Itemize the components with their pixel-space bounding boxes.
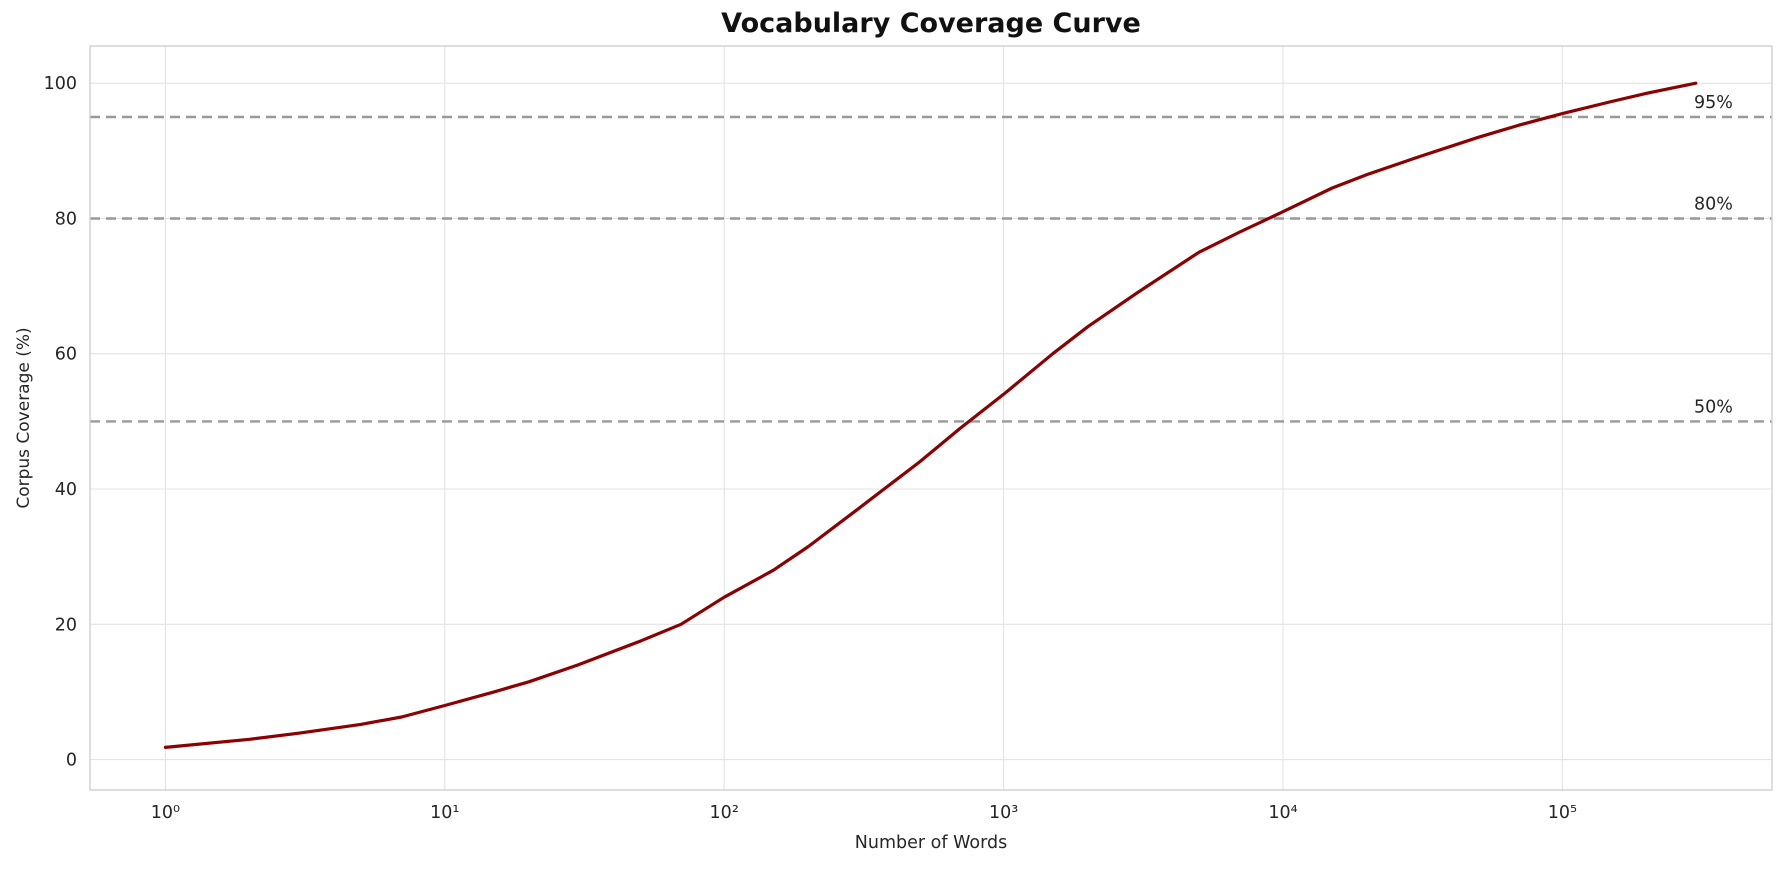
x-tick-label: 10¹ xyxy=(430,803,459,823)
x-axis-label: Number of Words xyxy=(854,833,1008,853)
x-tick-label: 10⁵ xyxy=(1548,803,1577,823)
x-tick-label: 10² xyxy=(710,803,739,823)
coverage-curve xyxy=(163,81,1698,749)
reference-line-label-80: 80% xyxy=(1694,195,1733,215)
x-tick-label: 10³ xyxy=(989,803,1018,823)
chart-title: Vocabulary Coverage Curve xyxy=(721,8,1141,39)
y-tick-label: 80 xyxy=(55,210,77,230)
x-tick-label: 10⁰ xyxy=(151,803,180,823)
reference-line-label-95: 95% xyxy=(1694,93,1733,113)
axes-border xyxy=(89,45,1773,791)
x-tick-label: 10⁴ xyxy=(1268,803,1297,823)
plot-background xyxy=(90,46,1772,790)
y-tick-label: 100 xyxy=(44,74,77,94)
reference-line-label-50: 50% xyxy=(1694,397,1733,417)
y-tick-label: 0 xyxy=(66,751,77,771)
y-tick-label: 60 xyxy=(55,345,77,365)
y-tick-label: 20 xyxy=(55,615,77,635)
y-tick-label: 40 xyxy=(55,480,77,500)
